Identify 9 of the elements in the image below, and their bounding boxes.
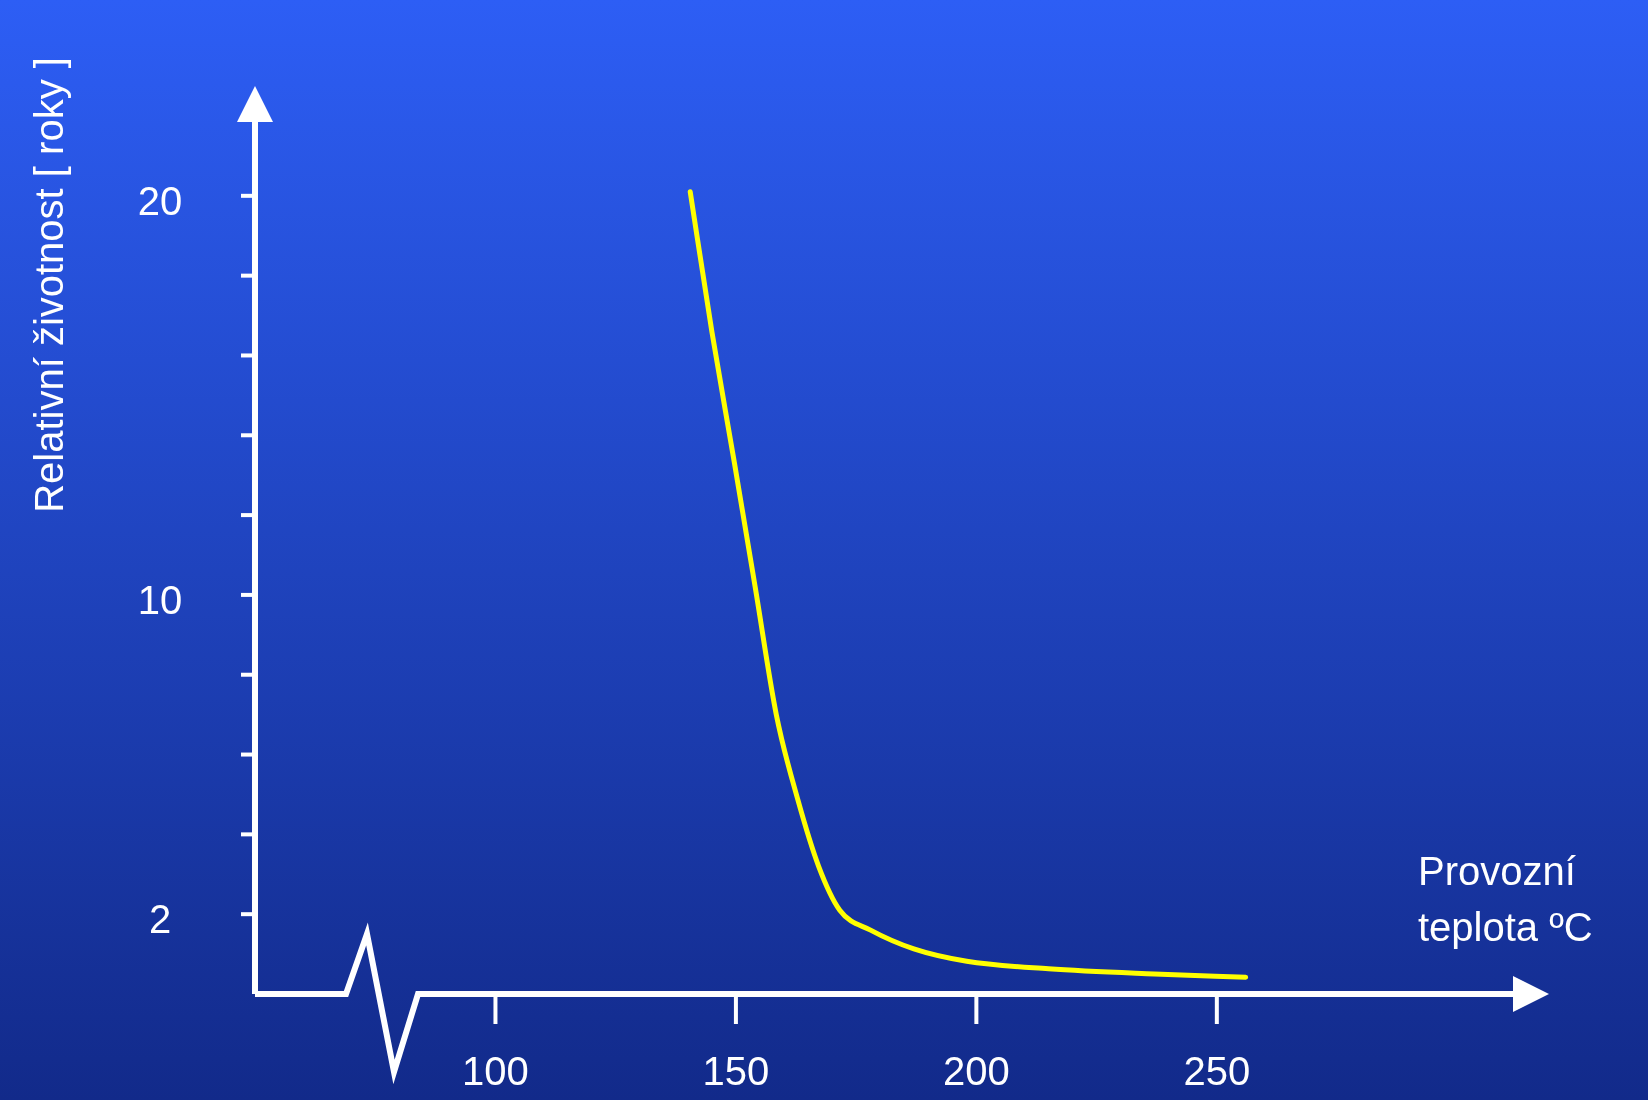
y-axis-title: Relativní životnost [ roky ] bbox=[27, 57, 72, 513]
y-tick-label: 10 bbox=[137, 577, 183, 622]
x-tick-label: 250 bbox=[1183, 1049, 1251, 1094]
x-tick-label: 200 bbox=[943, 1049, 1010, 1094]
x-tick-label: 100 bbox=[462, 1049, 529, 1094]
x-tick-label: 150 bbox=[702, 1049, 770, 1094]
x-axis-title: Provozní teplota ºC bbox=[1418, 849, 1593, 949]
y-tick-label: 2 bbox=[148, 897, 172, 942]
y-tick-label: 20 bbox=[137, 178, 183, 223]
